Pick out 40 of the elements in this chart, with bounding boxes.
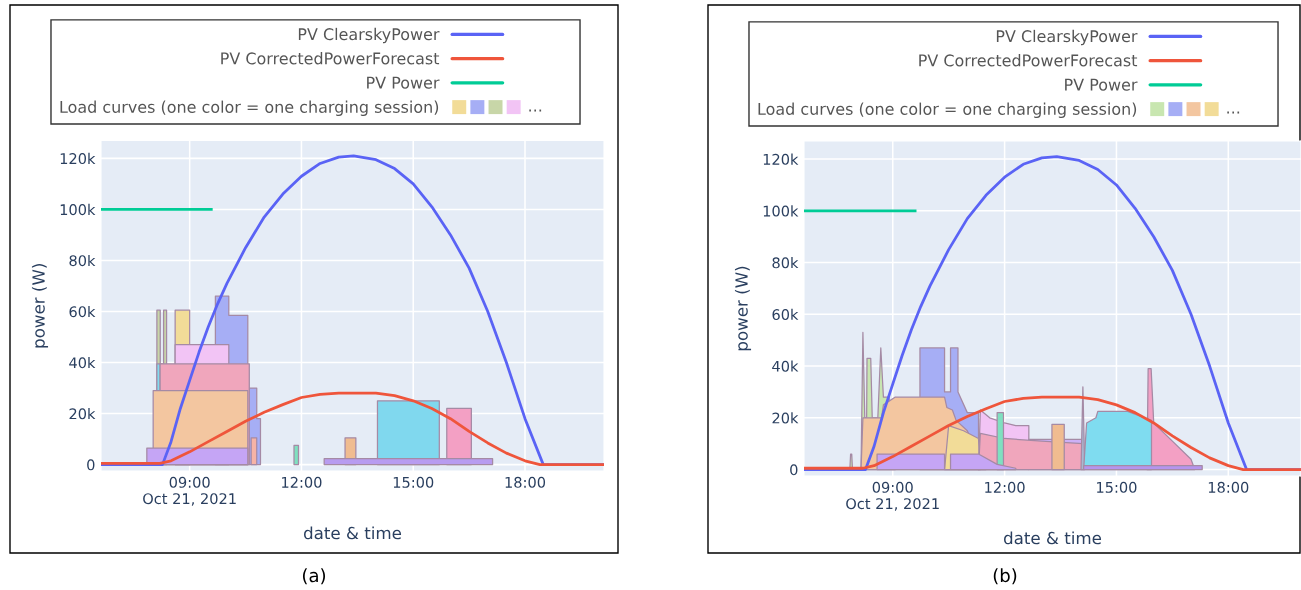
y-tick-label: 60k [772, 308, 799, 321]
x-axis-title: date & time [304, 526, 402, 540]
legend-label: Load curves (one color = one charging session) [758, 102, 1137, 119]
x-axis-title: date & time [1004, 531, 1102, 545]
line-series [804, 395, 1301, 471]
x-tick-label: 15:00 [1097, 481, 1137, 493]
y-tick-label: 0 [87, 459, 95, 471]
text: (a) [302, 568, 326, 585]
legend-label: PV Power [367, 76, 440, 89]
y-tick-label: 100k [763, 205, 799, 217]
x-tick-label: 15:00 [393, 476, 434, 488]
y-tick-label: 0 [790, 464, 798, 476]
y-tick-label: 40k [69, 356, 96, 369]
y-tick-label: 80k [69, 254, 96, 267]
y-tick-label: 120k [763, 153, 799, 165]
x-tick-label: 09:00 Oct 21, 2021 [143, 476, 236, 506]
legend-label: PV ClearskyPower [298, 27, 440, 44]
legend-label: PV CorrectedPowerForecast [919, 54, 1138, 67]
line-series [101, 391, 604, 467]
text: (b) [993, 568, 1017, 585]
y-tick-label: 40k [772, 360, 799, 372]
y-tick-label: 20k [772, 412, 799, 424]
legend-label: PV ClearskyPower [996, 29, 1138, 46]
text: ... [529, 109, 542, 112]
y-tick-label: 60k [69, 305, 96, 318]
text: ... [1227, 111, 1240, 114]
legend-label: PV Power [1065, 78, 1138, 91]
legend-label: Load curves (one color = one charging session) [60, 100, 439, 117]
y-axis-title: power (W) [31, 264, 49, 348]
x-tick-label: 12:00 [282, 476, 322, 488]
legend-label: PV CorrectedPowerForecast [221, 52, 440, 65]
x-tick-label: 09:00 Oct 21, 2021 [846, 481, 939, 511]
y-tick-label: 20k [69, 408, 96, 420]
x-tick-label: 12:00 [985, 481, 1025, 493]
x-tick-label: 18:00 [505, 476, 546, 488]
x-tick-label: 18:00 [1208, 481, 1249, 493]
y-tick-label: 80k [772, 257, 799, 269]
y-tick-label: 120k [60, 152, 96, 165]
y-tick-label: 100k [60, 203, 96, 216]
y-axis-title: power (W) [734, 266, 752, 351]
